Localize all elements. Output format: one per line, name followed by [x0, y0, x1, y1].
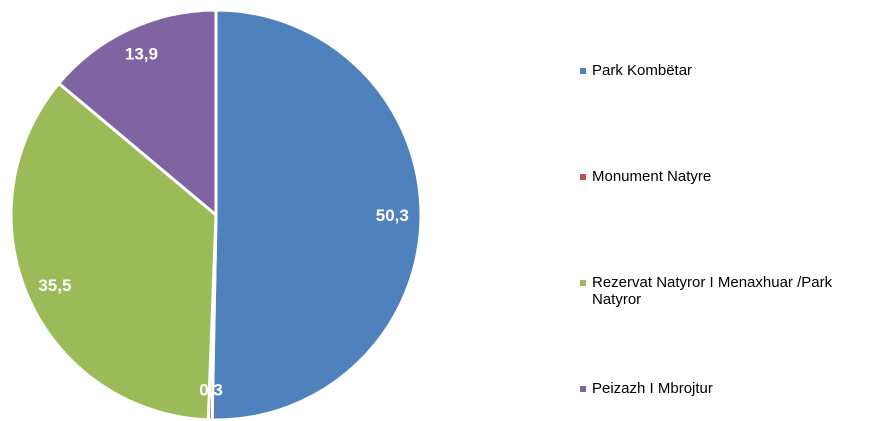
legend-swatch: [580, 386, 586, 392]
legend-swatch: [580, 174, 586, 180]
pie-slice: [9, 81, 218, 421]
legend-item: Monument Natyre: [580, 168, 870, 185]
legend-label: Monument Natyre: [592, 168, 712, 185]
data-label: 0,3: [199, 381, 223, 400]
legend-item: Park Kombëtar: [580, 62, 870, 79]
legend-label: Peizazh I Mbrojtur: [592, 380, 713, 397]
data-label: 35,5: [38, 276, 71, 295]
legend-label: Rezervat Natyror I Menaxhuar /Park Natyr…: [592, 274, 833, 308]
legend-item: Peizazh I Mbrojtur: [580, 380, 870, 397]
legend-item: Rezervat Natyror I Menaxhuar /Park Natyr…: [580, 274, 870, 308]
legend-swatch: [580, 280, 586, 286]
data-label: 50,3: [376, 206, 409, 225]
data-label: 13,9: [125, 45, 158, 64]
legend-swatch: [580, 68, 586, 74]
legend-label: Park Kombëtar: [592, 62, 693, 79]
pie-slice: [210, 8, 423, 421]
pie-slice: [56, 8, 218, 219]
